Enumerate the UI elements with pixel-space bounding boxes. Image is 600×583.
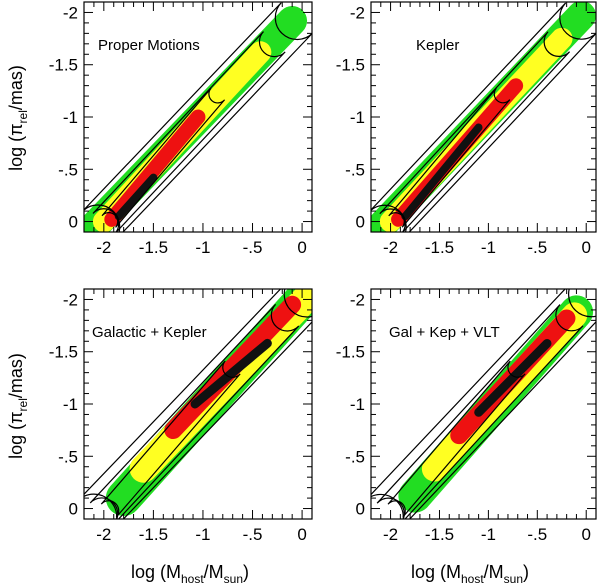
x-tick-label: -2 xyxy=(96,525,111,544)
panel-title: Proper Motions xyxy=(98,37,200,54)
y-tick-label: -1.5 xyxy=(49,56,78,75)
contour-3 xyxy=(388,87,511,228)
panel-title: Galactic + Kepler xyxy=(92,324,207,341)
ticks xyxy=(370,1,597,233)
x-tick-label: 0 xyxy=(581,238,590,257)
panel-4: -2 -1.5 -1 -.5 0 -2 -1.5 -1 -.5 0 Gal + Kep + VLT xyxy=(336,288,597,544)
y-tick-label: -1.5 xyxy=(336,343,365,362)
y-tick-label: -2 xyxy=(350,3,365,22)
contour-3 xyxy=(387,360,526,518)
y-tick-label: -1 xyxy=(63,108,78,127)
y-tick-label: -2 xyxy=(63,290,78,309)
y-tick-label: 0 xyxy=(356,500,365,519)
contour-3 xyxy=(100,360,241,518)
panel-3: -2 -1.5 -1 -.5 0 -2 -1.5 -1 -.5 0 Galactic + Keple… xyxy=(49,288,313,544)
x-tick-label: -1.5 xyxy=(425,525,454,544)
y-tick-label: -.5 xyxy=(58,447,78,466)
x-tick-label: -2 xyxy=(383,238,398,257)
plot-area xyxy=(84,2,312,232)
y-tick-label: 0 xyxy=(356,213,365,232)
x-tick-label: -2 xyxy=(96,238,111,257)
x-tick-label: -1 xyxy=(481,238,496,257)
y-axis-title-top: log (πrel/mas) xyxy=(6,65,30,171)
contour-1 xyxy=(84,289,312,519)
plot-area xyxy=(371,2,596,232)
contour-2 xyxy=(89,303,300,519)
ticks xyxy=(370,288,597,520)
region-black xyxy=(401,123,483,221)
x-tick-label: 0 xyxy=(297,525,306,544)
region-black xyxy=(474,338,552,417)
x-tick-label: 0 xyxy=(581,525,590,544)
x-tick-label: -2 xyxy=(383,525,398,544)
panel-1: -2 -1.5 -1 -.5 0 -2 -1.5 -1 -.5 0 Proper Motions xyxy=(49,1,313,257)
x-tick-label: -1 xyxy=(195,525,210,544)
panel-title: Gal + Kep + VLT xyxy=(389,324,500,341)
y-tick-label: -.5 xyxy=(345,447,365,466)
x-tick-label: -.5 xyxy=(243,238,263,257)
y-tick-label: 0 xyxy=(69,213,78,232)
ticks xyxy=(83,288,313,520)
y-tick-label: -1 xyxy=(350,108,365,127)
x-axis-title-left: log (Mhost/Msun) xyxy=(131,562,249,583)
panel-2: -2 -1.5 -1 -.5 0 -2 -1.5 -1 -.5 0 Kepler xyxy=(336,1,597,257)
y-axis-title-bottom: log (πrel/mas) xyxy=(6,353,30,459)
y-tick-label: -2 xyxy=(350,290,365,309)
x-tick-label: -1.5 xyxy=(425,238,454,257)
x-tick-label: -1.5 xyxy=(139,525,168,544)
x-tick-label: -.5 xyxy=(243,525,263,544)
x-axis-title-right: log (Mhost/Msun) xyxy=(411,562,529,583)
plot-area xyxy=(371,289,596,519)
region-black xyxy=(114,173,158,221)
x-tick-label: -1 xyxy=(481,525,496,544)
ticks xyxy=(83,1,313,233)
region-black xyxy=(190,338,272,409)
contour-3 xyxy=(101,87,226,228)
y-tick-label: -.5 xyxy=(58,160,78,179)
y-tick-label: -2 xyxy=(63,3,78,22)
panel-title: Kepler xyxy=(416,37,459,54)
plot-area xyxy=(84,289,312,519)
contour-1 xyxy=(371,289,596,519)
x-tick-label: -1.5 xyxy=(139,238,168,257)
y-tick-label: -.5 xyxy=(345,160,365,179)
x-tick-label: 0 xyxy=(297,238,306,257)
x-tick-label: -.5 xyxy=(527,525,547,544)
x-tick-label: -1 xyxy=(195,238,210,257)
y-tick-label: -1 xyxy=(63,395,78,414)
y-tick-label: -1.5 xyxy=(49,343,78,362)
contour-2 xyxy=(376,304,584,519)
y-tick-label: -1 xyxy=(350,395,365,414)
y-tick-label: 0 xyxy=(69,500,78,519)
y-tick-label: -1.5 xyxy=(336,56,365,75)
x-tick-label: -.5 xyxy=(527,238,547,257)
